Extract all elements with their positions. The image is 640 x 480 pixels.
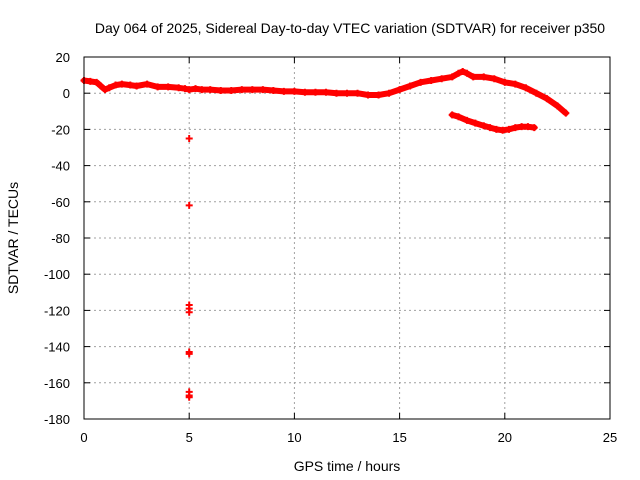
- x-axis-label: GPS time / hours: [294, 458, 401, 474]
- data-point: [118, 80, 126, 88]
- data-point: [501, 78, 509, 86]
- data-point: [185, 393, 193, 401]
- y-tick-label: -140: [44, 340, 70, 355]
- y-tick-label: 0: [63, 86, 70, 101]
- chart-title: Day 064 of 2025, Sidereal Day-to-day VTE…: [95, 20, 605, 36]
- data-point: [154, 83, 162, 91]
- data-point: [185, 201, 193, 209]
- data-point: [192, 85, 200, 93]
- y-tick-label: -40: [51, 159, 70, 174]
- data-point: [492, 125, 500, 133]
- data-point: [185, 86, 193, 94]
- series-outliers-at-5h: [185, 134, 193, 401]
- data-point: [290, 87, 298, 95]
- y-axis-label: SDTVAR / TECUs: [5, 182, 21, 294]
- plot-frame: [83, 56, 611, 420]
- data-point: [511, 124, 519, 132]
- data-point: [185, 134, 193, 142]
- data-point: [480, 122, 488, 130]
- data-point: [459, 67, 467, 75]
- data-point: [259, 86, 267, 94]
- data-point: [248, 86, 256, 94]
- data-point: [101, 86, 109, 94]
- data-point: [322, 88, 330, 96]
- data-point: [469, 73, 477, 81]
- data-point: [364, 91, 372, 99]
- y-tick-label: -160: [44, 376, 70, 391]
- series-main-trace: [80, 67, 570, 117]
- data-point: [463, 69, 471, 77]
- grid-layer: [84, 57, 610, 419]
- data-point: [530, 124, 538, 132]
- data-point: [269, 86, 277, 94]
- data-point: [486, 124, 494, 132]
- data-point: [97, 82, 105, 90]
- data-point: [562, 109, 570, 117]
- y-tick-label: -20: [51, 122, 70, 137]
- data-point: [471, 119, 479, 127]
- data-point: [143, 80, 151, 88]
- x-tick-label: 25: [603, 430, 617, 445]
- data-point: [105, 84, 113, 92]
- data-point: [164, 83, 172, 91]
- data-point: [238, 86, 246, 94]
- data-point: [406, 82, 414, 90]
- x-tick-label: 15: [392, 430, 406, 445]
- y-tick-label: -80: [51, 231, 70, 246]
- data-point: [133, 82, 141, 90]
- data-point: [499, 126, 507, 134]
- data-point: [185, 308, 193, 316]
- data-point: [417, 78, 425, 86]
- data-point: [505, 125, 513, 133]
- data-point: [126, 81, 134, 89]
- data-point: [206, 86, 214, 94]
- data-point: [93, 78, 101, 86]
- data-point: [227, 86, 235, 94]
- x-tick-label: 20: [498, 430, 512, 445]
- data-point: [448, 111, 456, 119]
- data-point: [524, 123, 532, 131]
- data-point: [185, 350, 193, 358]
- data-point: [175, 84, 183, 92]
- data-point: [332, 89, 340, 97]
- data-point: [343, 89, 351, 97]
- data-point: [438, 75, 446, 83]
- data-point: [86, 77, 94, 85]
- data-point: [280, 87, 288, 95]
- data-point: [301, 88, 309, 96]
- data-point: [448, 73, 456, 81]
- x-tick-label: 5: [186, 430, 193, 445]
- data-points: [80, 67, 570, 401]
- data-point: [354, 89, 362, 97]
- x-tick-label: 0: [80, 430, 87, 445]
- data-point: [480, 73, 488, 81]
- data-point: [511, 80, 519, 88]
- data-point: [518, 123, 526, 131]
- data-point: [532, 89, 540, 97]
- data-point: [455, 69, 463, 77]
- data-point: [522, 84, 530, 92]
- data-point: [375, 91, 383, 99]
- data-point: [543, 95, 551, 103]
- axis-layer: 0 5 10 15 20 25 20 0 -20 -40 -60 -80 -100 -120 -140 -16…: [44, 50, 617, 445]
- data-point: [396, 86, 404, 94]
- y-tick-label: -120: [44, 303, 70, 318]
- y-tick-label: -60: [51, 195, 70, 210]
- data-point: [490, 75, 498, 83]
- series-lower-branch: [448, 111, 538, 134]
- y-tick-label: -180: [44, 412, 70, 427]
- y-tick-label: 20: [56, 50, 70, 65]
- data-point: [112, 81, 120, 89]
- data-point: [198, 86, 206, 94]
- x-tick-label: 10: [287, 430, 301, 445]
- data-point: [455, 113, 463, 121]
- data-point: [427, 77, 435, 85]
- data-point: [217, 86, 225, 94]
- y-tick-label: -100: [44, 267, 70, 282]
- data-point: [385, 89, 393, 97]
- data-point: [311, 88, 319, 96]
- data-point: [463, 116, 471, 124]
- data-point: [553, 102, 561, 110]
